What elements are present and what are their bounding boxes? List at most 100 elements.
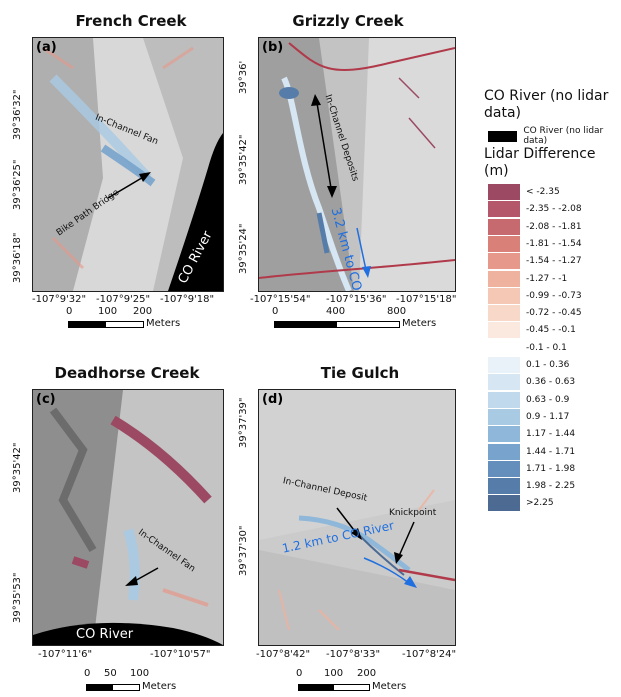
legend-class-18: >2.25: [488, 495, 554, 511]
legend-river-swatch: [488, 131, 517, 142]
panel-c-scale-2: 100: [130, 668, 149, 679]
arrow-head-icon: [311, 94, 321, 106]
legend-class-label: 0.1 - 0.36: [526, 360, 569, 370]
panel-b-xtick-2: -107°15'36": [326, 294, 387, 305]
legend-class-1: -2.35 - -2.08: [488, 201, 582, 217]
panel-d-map: (d) In-Channel Deposit Knickpoint 1.2 km…: [258, 389, 456, 646]
panel-c-scale-1: 50: [104, 668, 117, 679]
legend-class-label: 0.9 - 1.17: [526, 412, 569, 422]
legend-class-label: 0.36 - 0.63: [526, 377, 575, 387]
legend-class-5: -1.27 - -1: [488, 271, 567, 287]
legend-class-label: -1.81 - -1.54: [526, 239, 582, 249]
panel-d-scale-bar: [298, 684, 370, 691]
legend-class-6: -0.99 - -0.73: [488, 288, 582, 304]
legend-river-label: CO River (no lidar data): [523, 126, 621, 146]
legend-class-10: 0.1 - 0.36: [488, 357, 569, 373]
legend-class-9: -0.1 - 0.1: [488, 340, 567, 356]
panel-b-scale-0: 0: [272, 306, 278, 317]
panel-a-title: French Creek: [52, 12, 210, 30]
panel-c-xtick-1: -107°11'6": [38, 649, 92, 660]
panel-d-xtick-3: -107°8'24": [402, 649, 456, 660]
panel-d-scale-2: 200: [357, 668, 376, 679]
legend-class-label: -0.1 - 0.1: [526, 343, 567, 353]
panel-c-scale-0: 0: [84, 668, 90, 679]
legend-class-label: 1.98 - 2.25: [526, 481, 575, 491]
panel-a-scale-unit: Meters: [146, 318, 180, 329]
panel-b-map: (b) In-Channel Deposits 3.2 km to CO Riv…: [258, 37, 456, 292]
arrow-head-icon: [362, 266, 371, 278]
legend-swatch: [488, 409, 520, 425]
panel-b-scale-bar: [274, 321, 400, 328]
legend-class-label: 1.71 - 1.98: [526, 464, 575, 474]
panel-c-arrows: [33, 390, 223, 645]
panel-d-xtick-1: -107°8'42": [256, 649, 310, 660]
panel-b-arrows: [259, 38, 455, 291]
legend-swatch: [488, 253, 520, 269]
legend-class-8: -0.45 - -0.1: [488, 322, 576, 338]
legend-swatch: [488, 340, 520, 356]
legend-swatch: [488, 444, 520, 460]
legend-swatch: [488, 357, 520, 373]
legend-swatch: [488, 322, 520, 338]
panel-d-scale-unit: Meters: [372, 681, 406, 692]
panel-d-scale-0: 0: [296, 668, 302, 679]
legend-class-11: 0.36 - 0.63: [488, 374, 575, 390]
legend-class-label: -0.45 - -0.1: [526, 325, 576, 335]
legend-swatch: [488, 374, 520, 390]
legend-class-14: 1.17 - 1.44: [488, 426, 575, 442]
legend-swatch: [488, 288, 520, 304]
legend-class-label: -0.99 - -0.73: [526, 291, 582, 301]
arrow-head-icon: [404, 576, 417, 588]
legend-swatch: [488, 461, 520, 477]
legend-class-2: -2.08 - -1.81: [488, 219, 582, 235]
legend-class-label: -2.35 - -2.08: [526, 204, 582, 214]
arrow-head-icon: [139, 172, 151, 182]
legend-class-label: >2.25: [526, 498, 554, 508]
panel-d-scale-1: 100: [324, 668, 343, 679]
legend-swatch: [488, 184, 520, 200]
panel-a-xtick-2: -107°9'25": [96, 294, 150, 305]
panel-a-map: (a) In-Channel Fan Bike Path Bridge CO R…: [32, 37, 224, 292]
panel-b-scale-2: 800: [387, 306, 406, 317]
panel-a-scale-0: 0: [66, 306, 72, 317]
panel-c-xtick-2: -107°10'57": [150, 649, 211, 660]
legend-class-label: -2.08 - -1.81: [526, 222, 582, 232]
panel-c-ytick-2: 39°35'53": [12, 572, 23, 623]
panel-b-ytick-2: 39°35'42": [238, 134, 249, 185]
legend-class-label: < -2.35: [526, 187, 560, 197]
panel-d-xtick-2: -107°8'33": [326, 649, 380, 660]
legend-swatch: [488, 271, 520, 287]
panel-a-scale-2: 200: [133, 306, 152, 317]
panel-b-scale-1: 400: [326, 306, 345, 317]
legend-class-3: -1.81 - -1.54: [488, 236, 582, 252]
legend-river-entry: CO River (no lidar data): [488, 126, 621, 146]
legend-class-label: -1.27 - -1: [526, 274, 567, 284]
panel-c-scale-unit: Meters: [142, 681, 176, 692]
legend-class-label: 1.44 - 1.71: [526, 447, 575, 457]
legend-river-title: CO River (no lidar data): [484, 88, 614, 122]
panel-b-title: Grizzly Creek: [273, 12, 423, 30]
panel-a-xtick-1: -107°9'32": [32, 294, 86, 305]
legend-class-15: 1.44 - 1.71: [488, 444, 575, 460]
panel-d-ytick-1: 39°37'39": [238, 397, 249, 448]
panel-c-scale-bar: [86, 684, 140, 691]
panel-d-ytick-2: 39°37'30": [238, 525, 249, 576]
panel-a-scale-bar: [68, 321, 144, 328]
panel-b-ytick-3: 39°35'24": [238, 223, 249, 274]
legend-diff-title: Lidar Difference (m): [484, 146, 614, 180]
legend-class-12: 0.63 - 0.9: [488, 392, 569, 408]
panel-c-ytick-1: 39°35'42": [12, 442, 23, 493]
legend-swatch: [488, 495, 520, 511]
legend-swatch: [488, 201, 520, 217]
panel-c-river-label: CO River: [76, 627, 133, 642]
panel-a-ytick-2: 39°36'25": [12, 159, 23, 210]
panel-b-scale-unit: Meters: [402, 318, 436, 329]
panel-b-xtick-1: -107°15'54": [250, 294, 311, 305]
legend-class-label: -1.54 - -1.27: [526, 256, 582, 266]
panel-c-map: (c) In-Channel Fan CO River: [32, 389, 224, 646]
legend-swatch: [488, 219, 520, 235]
legend-class-label: -0.72 - -0.45: [526, 308, 582, 318]
legend-class-13: 0.9 - 1.17: [488, 409, 569, 425]
legend-swatch: [488, 305, 520, 321]
panel-c-title: Deadhorse Creek: [32, 364, 222, 382]
